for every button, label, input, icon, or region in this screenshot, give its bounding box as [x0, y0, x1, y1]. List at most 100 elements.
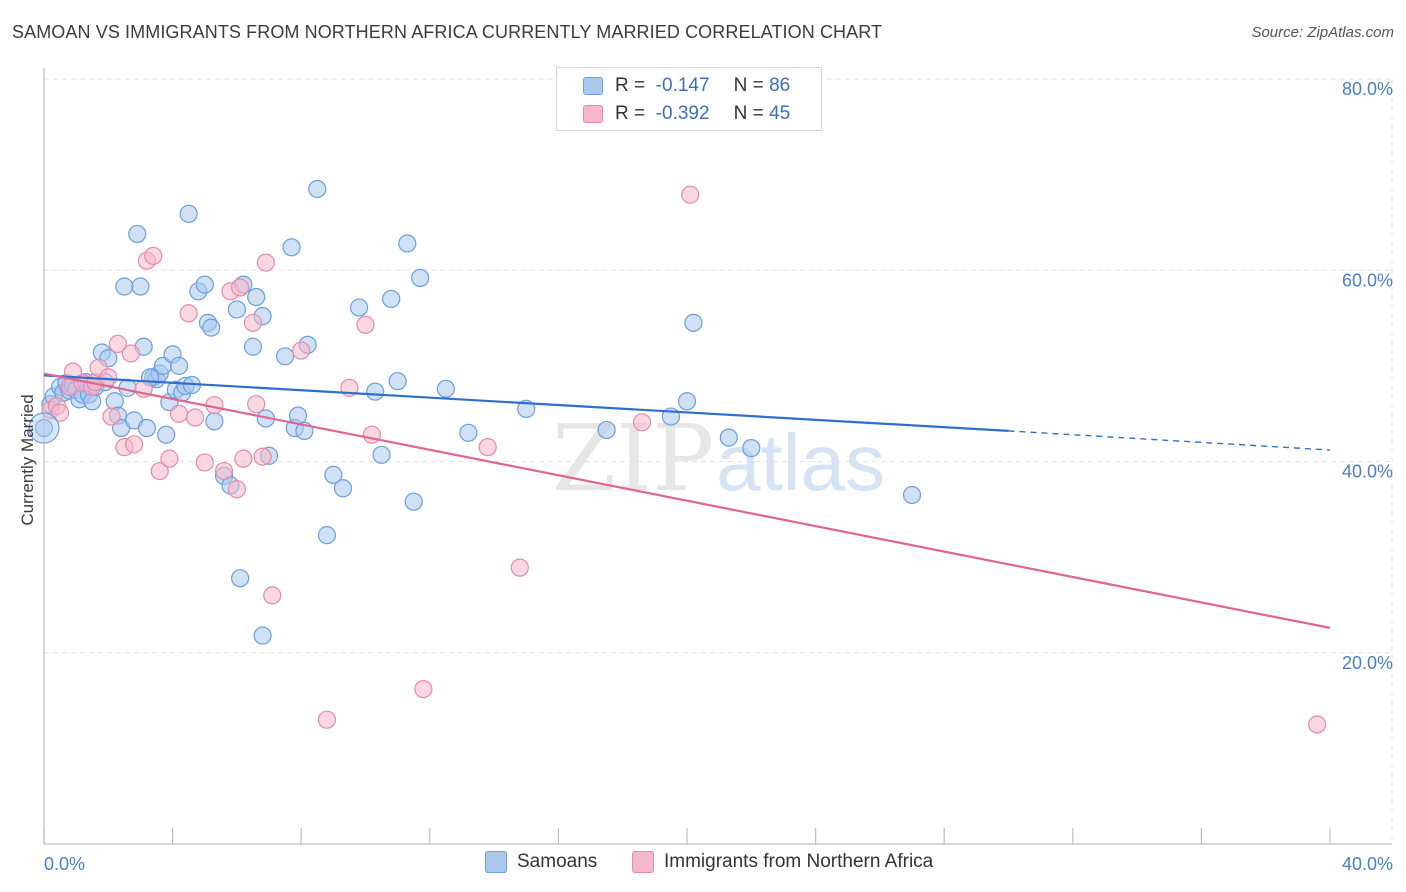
northern-africa-point [160, 449, 179, 468]
legend-item-samoans: Samoans [485, 851, 597, 873]
y-tick-label: 40.0% [1342, 462, 1393, 482]
legend-label-northern-africa: Immigrants from Northern Africa [664, 851, 934, 872]
samoans-point [247, 287, 266, 307]
samoans-point [388, 372, 407, 391]
samoans-point [128, 224, 147, 244]
y-tick-label: 60.0% [1342, 270, 1393, 290]
series-legend: Samoans Immigrants from Northern Africa [0, 851, 1406, 877]
samoans-point [382, 289, 401, 309]
samoans-trendline-extension [1008, 430, 1331, 451]
samoans-point [742, 439, 761, 458]
x-tick-label: 0.0% [44, 854, 85, 874]
northern-africa-point [99, 368, 118, 387]
x-tick-label: 40.0% [1342, 854, 1393, 874]
samoans-point [597, 420, 616, 440]
samoans-point [366, 382, 385, 401]
legend-label-samoans: Samoans [517, 851, 598, 872]
northern-africa-point [681, 185, 700, 204]
northern-africa-point [1308, 715, 1327, 734]
northern-africa-point [478, 438, 497, 457]
northern-africa-point [121, 344, 140, 363]
y-tick-label: 20.0% [1342, 653, 1393, 673]
samoans-point [157, 425, 176, 444]
samoans-point [34, 418, 54, 438]
watermark-atlas: atlas [716, 418, 885, 507]
samoans-point [253, 626, 272, 645]
legend-r-value: -0.147 [655, 75, 710, 96]
samoans-trendline [43, 374, 1009, 432]
samoans-point [195, 275, 214, 294]
samoans-point [231, 569, 250, 588]
northern-africa-point [243, 313, 263, 332]
northern-africa-point [256, 253, 275, 272]
northern-africa-point [414, 679, 433, 699]
samoans-point [459, 423, 478, 442]
samoans-point [677, 392, 697, 411]
northern-africa-trendline [43, 372, 1331, 629]
samoans-point [411, 268, 430, 287]
y-axis-label: Currently Married [18, 394, 37, 525]
legend-n-value: 45 [769, 103, 791, 124]
northern-africa-point [169, 404, 189, 423]
correlation-legend: R = -0.147 N = 86 R = -0.392 N = 45 [556, 67, 822, 131]
northern-africa-point [247, 395, 266, 414]
northern-africa-point [317, 710, 337, 729]
samoans-point [372, 445, 391, 464]
northern-africa-point [102, 407, 121, 426]
samoans-point [404, 492, 423, 511]
samoans-point [137, 418, 156, 438]
samoans-point [324, 465, 343, 484]
northern-africa-point [108, 334, 128, 353]
samoans-point [131, 277, 150, 296]
samoans-point [333, 479, 353, 498]
northern-africa-point [234, 449, 253, 468]
samoans-point [719, 428, 738, 447]
legend-r-label: R = [615, 103, 646, 124]
samoans-point-large [28, 412, 60, 444]
samoans-point [202, 318, 221, 337]
legend-row-samoans: R = -0.147 N = 86 [583, 73, 790, 99]
northern-africa-point [510, 558, 529, 577]
samoans-point [684, 313, 703, 332]
northern-africa-point [231, 278, 250, 297]
source-label: Source: ZipAtlas.com [1251, 24, 1394, 41]
samoans-point [169, 356, 189, 375]
northern-africa-point [263, 586, 282, 605]
samoans-point [902, 485, 922, 505]
samoans-point [282, 238, 301, 257]
legend-n-value: 86 [769, 75, 791, 96]
legend-swatch-blue [485, 851, 507, 873]
samoans-point [227, 300, 246, 319]
chart-title: SAMOAN VS IMMIGRANTS FROM NORTHERN AFRIC… [12, 22, 883, 42]
northern-africa-point [124, 435, 144, 454]
legend-r-value: -0.392 [655, 103, 710, 124]
northern-africa-point [214, 461, 234, 481]
samoans-point [317, 526, 337, 545]
northern-africa-point [50, 403, 70, 422]
legend-r-label: R = [615, 75, 646, 96]
samoans-point [205, 412, 224, 431]
northern-africa-point [292, 341, 311, 360]
northern-africa-point [144, 246, 163, 266]
northern-africa-point [179, 304, 198, 323]
northern-africa-point [195, 453, 214, 472]
northern-africa-point [150, 461, 169, 481]
samoans-point [398, 234, 417, 253]
northern-africa-point [186, 408, 205, 427]
samoans-point [308, 179, 327, 199]
legend-swatch-pink [632, 851, 654, 873]
northern-africa-point [632, 413, 652, 432]
y-tick-label: 80.0% [1342, 79, 1393, 99]
samoans-point [276, 347, 295, 366]
samoans-point [349, 298, 369, 317]
samoans-point [115, 277, 134, 296]
legend-row-northern-africa: R = -0.392 N = 45 [583, 101, 790, 127]
samoans-point [243, 337, 263, 356]
northern-africa-point [253, 447, 272, 466]
legend-n-label: N = [733, 103, 764, 124]
legend-swatch-pink [583, 105, 603, 123]
legend-item-northern-africa: Immigrants from Northern Africa [632, 851, 933, 873]
northern-africa-point [227, 480, 246, 499]
samoans-point [436, 379, 455, 398]
